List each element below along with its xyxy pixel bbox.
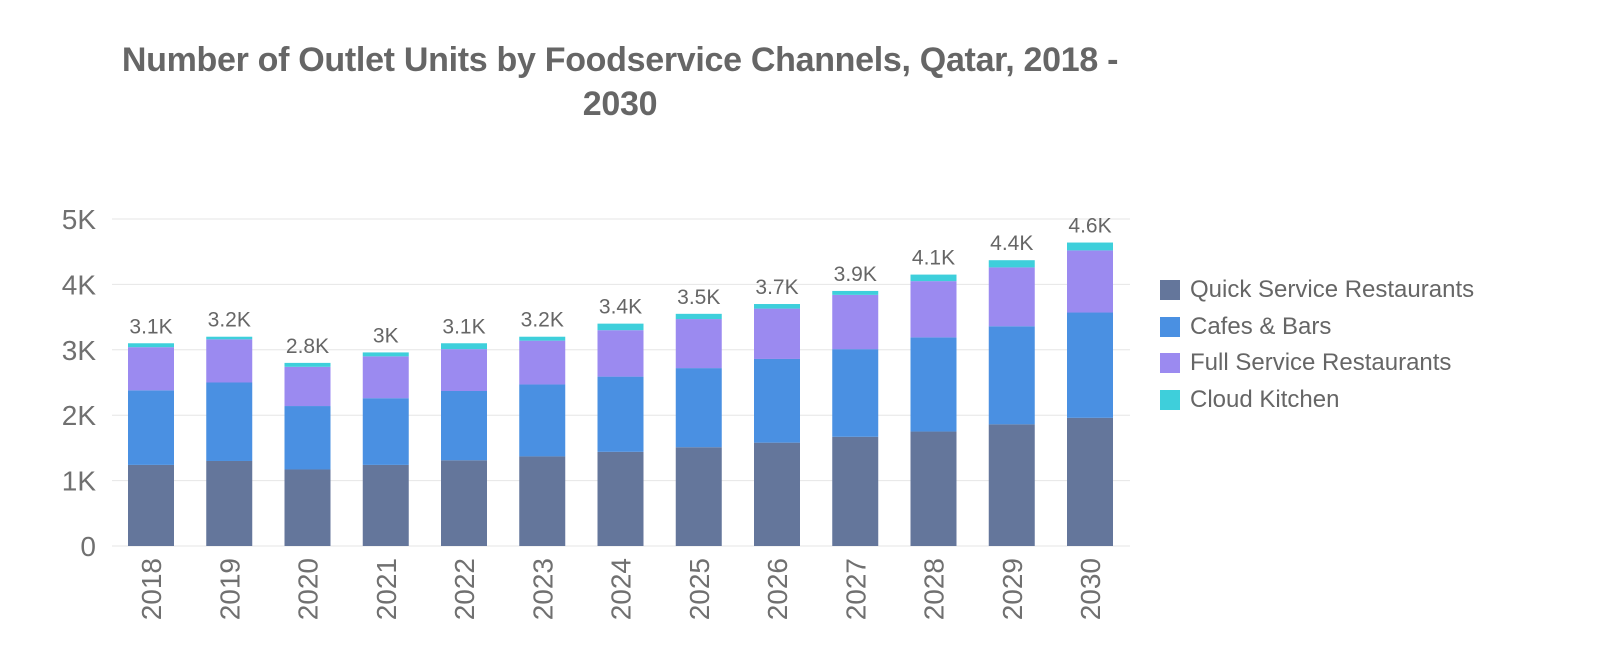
bar-segment-cafes-bars	[754, 358, 800, 443]
x-tick-label: 2028	[919, 558, 950, 620]
legend-item[interactable]: Quick Service Restaurants	[1160, 272, 1474, 309]
bar-segment-cloud-kitchen	[832, 290, 879, 295]
bar-segment-cloud-kitchen	[128, 343, 174, 348]
bar-segment-full-service-restaurants	[988, 267, 1035, 327]
legend-swatch	[1160, 280, 1180, 301]
total-label: 3.7K	[755, 276, 798, 299]
bar-segment-cafes-bars	[910, 337, 957, 432]
bar-segment-full-service-restaurants	[832, 294, 879, 350]
legend-item[interactable]: Full Service Restaurants	[1160, 345, 1474, 382]
bar-segment-full-service-restaurants	[519, 340, 566, 385]
bar-segment-cloud-kitchen	[1067, 242, 1113, 251]
legend-item[interactable]: Cafes & Bars	[1160, 309, 1474, 346]
x-tick-label: 2020	[293, 558, 324, 620]
total-label: 4.4K	[990, 232, 1033, 255]
legend-label: Quick Service Restaurants	[1190, 276, 1475, 304]
y-tick-label: 5K	[62, 204, 97, 235]
bar-segment-quick-service-restaurants	[832, 436, 879, 546]
bar-segment-cloud-kitchen	[597, 323, 644, 331]
bar-segment-full-service-restaurants	[910, 281, 957, 338]
total-label: 3.1K	[129, 315, 172, 338]
legend-label: Cloud Kitchen	[1190, 385, 1340, 413]
x-tick-label: 2022	[449, 558, 480, 620]
bar-segment-cloud-kitchen	[754, 304, 800, 309]
total-label: 3.9K	[834, 263, 877, 286]
legend-label: Cafes & Bars	[1190, 312, 1332, 340]
chart-legend: Quick Service Restaurants Cafes & Bars Ful…	[1160, 272, 1474, 418]
bar-segment-cafes-bars	[988, 326, 1035, 425]
x-tick-label: 2025	[684, 558, 715, 620]
legend-swatch	[1160, 389, 1180, 410]
bar-segment-quick-service-restaurants	[362, 464, 409, 546]
bar-segment-cloud-kitchen	[206, 336, 253, 340]
x-tick-label: 2030	[1075, 558, 1106, 620]
y-tick-label: 3K	[62, 335, 97, 366]
total-label: 3.5K	[677, 286, 720, 309]
bar-segment-cafes-bars	[441, 391, 487, 461]
bar-segment-full-service-restaurants	[754, 308, 800, 359]
bar-segment-full-service-restaurants	[441, 349, 487, 392]
bar-segment-full-service-restaurants	[597, 330, 644, 377]
bar-segment-cafes-bars	[362, 398, 409, 465]
y-tick-label: 1K	[62, 466, 97, 497]
legend-item[interactable]: Cloud Kitchen	[1160, 382, 1474, 419]
x-tick-label: 2027	[840, 558, 871, 620]
bar-segment-quick-service-restaurants	[441, 460, 487, 546]
x-tick-label: 2023	[527, 558, 558, 620]
y-tick-label: 4K	[62, 269, 97, 300]
x-tick-label: 2019	[214, 558, 245, 620]
bar-segment-quick-service-restaurants	[1067, 417, 1113, 546]
bar-segment-cloud-kitchen	[519, 336, 566, 341]
bar-segment-cafes-bars	[832, 349, 879, 437]
bar-segment-quick-service-restaurants	[284, 469, 331, 546]
chart-title: Number of Outlet Units by Foodservice Ch…	[121, 41, 1119, 123]
total-label: 4.6K	[1068, 215, 1111, 238]
bar-segment-cloud-kitchen	[675, 313, 722, 320]
bar-segment-full-service-restaurants	[675, 319, 722, 369]
total-label: 3.2K	[208, 309, 251, 332]
bar-segment-full-service-restaurants	[128, 347, 174, 391]
legend-swatch	[1160, 316, 1180, 337]
bar-segment-full-service-restaurants	[284, 366, 331, 407]
bar-segment-cafes-bars	[519, 384, 566, 457]
bar-segment-cloud-kitchen	[362, 352, 409, 357]
bar-segment-quick-service-restaurants	[988, 424, 1035, 546]
bar-segment-quick-service-restaurants	[675, 447, 722, 546]
bar-segment-full-service-restaurants	[362, 356, 409, 399]
x-tick-label: 2021	[371, 558, 402, 620]
bar-segment-quick-service-restaurants	[910, 431, 957, 546]
bar-segment-cafes-bars	[675, 368, 722, 448]
y-tick-label: 0	[80, 531, 96, 562]
bar-segment-cafes-bars	[206, 382, 253, 461]
bar-segment-cafes-bars	[128, 390, 174, 465]
bar-segment-cloud-kitchen	[910, 274, 957, 282]
bar-segment-quick-service-restaurants	[754, 442, 800, 546]
x-tick-label: 2018	[136, 558, 167, 620]
bar-segment-quick-service-restaurants	[597, 451, 644, 546]
bar-segment-quick-service-restaurants	[519, 456, 566, 546]
bar-segment-cloud-kitchen	[988, 260, 1035, 268]
total-label: 3.2K	[521, 309, 564, 332]
x-tick-label: 2024	[606, 558, 637, 620]
x-tick-label: 2029	[997, 558, 1028, 620]
y-tick-label: 2K	[62, 400, 97, 431]
bar-segment-full-service-restaurants	[206, 339, 253, 383]
bar-segment-quick-service-restaurants	[206, 460, 253, 546]
bar-segment-full-service-restaurants	[1067, 250, 1113, 313]
bar-segment-quick-service-restaurants	[128, 464, 174, 546]
total-label: 3.1K	[442, 315, 485, 338]
bar-segment-cloud-kitchen	[284, 362, 331, 367]
bar-segment-cafes-bars	[597, 376, 644, 452]
legend-swatch	[1160, 353, 1180, 374]
total-label: 2.8K	[286, 335, 329, 358]
x-tick-label: 2026	[762, 558, 793, 620]
bar-segment-cafes-bars	[284, 406, 331, 470]
bar-segment-cloud-kitchen	[441, 343, 487, 350]
total-label: 3.4K	[599, 296, 642, 319]
total-label: 3K	[373, 324, 399, 347]
legend-label: Full Service Restaurants	[1190, 349, 1452, 377]
total-label: 4.1K	[912, 247, 955, 270]
bar-segment-cafes-bars	[1067, 312, 1113, 418]
